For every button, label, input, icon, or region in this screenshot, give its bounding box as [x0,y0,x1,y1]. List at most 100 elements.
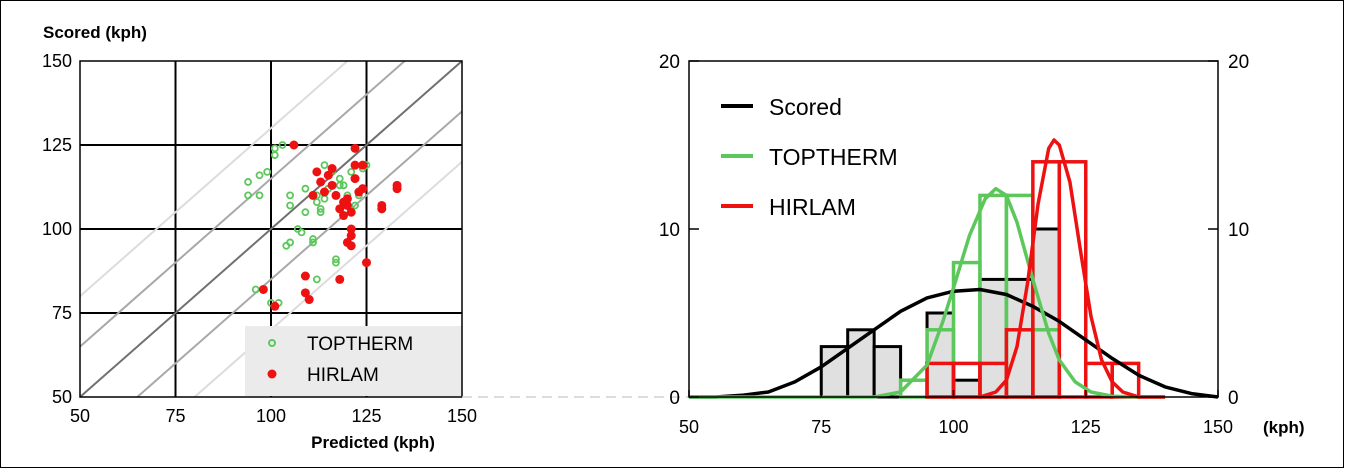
histogram-bars [819,160,1141,399]
point-hirlam-8 [316,177,326,187]
point-toptherm-20 [309,235,317,243]
histogram-tick-labels: 50 75 100 125 150 0 10 20 0 10 20 [659,52,1249,437]
scatter-y-axis-label: Scored (kph) [43,23,147,42]
scatter-x-tick-100: 100 [256,406,286,426]
scatter-tick-labels: 50 75 100 125 150 50 75 100 125 150 [42,51,477,426]
histogram-y2-tick-0: 0 [1228,388,1239,409]
histogram-y2-tick-20: 20 [1228,52,1249,73]
scatter-x-tick-75: 75 [165,406,185,426]
point-hirlam-13 [331,190,341,200]
point-hirlam-22 [346,207,356,217]
point-hirlam-19 [346,241,356,251]
point-hirlam-28 [358,160,368,170]
point-toptherm-36 [351,201,359,210]
bar-scored-100 [952,378,982,399]
scatter-legend-toptherm: TOPTHERM [307,334,413,355]
scatter-reference-line-minus15 [136,110,463,398]
point-hirlam-9 [319,187,329,197]
scatter-legend-box [245,326,462,396]
point-hirlam-0 [258,284,268,294]
curve-hirlam [979,138,1166,399]
histogram-curves [689,138,1219,399]
point-toptherm-13 [286,201,295,210]
histogram-legend-hirlam: HIRLAM [769,194,856,220]
point-toptherm-17 [301,208,310,217]
scatter-diagonals [79,60,463,398]
scatter-legend: TOPTHERM HIRLAM [245,326,462,396]
point-hirlam-23 [350,143,360,153]
point-toptherm-30 [332,258,340,267]
legend-marker-toptherm [268,339,276,347]
point-hirlam-7 [312,167,322,177]
scatter-y-tick-150: 150 [42,51,72,71]
point-hirlam-17 [342,194,352,204]
bar-toptherm-100 [951,260,982,399]
histogram-x-axis-label: (kph) [1263,418,1305,437]
scatter-panel: TOPTHERM HIRLAM 50 75 100 125 150 50 75 100 125 1… [42,23,477,452]
scatter-x-tick-150: 150 [447,406,477,426]
histogram-y2-tick-10: 10 [1228,220,1249,241]
bar-scored-85 [872,345,903,399]
point-toptherm-6 [270,151,279,159]
point-hirlam-6 [308,190,318,200]
scatter-y-tick-125: 125 [42,135,72,155]
scatter-y-tick-75: 75 [52,303,72,323]
point-hirlam-1 [270,301,280,311]
point-toptherm-0 [244,178,252,186]
point-hirlam-3 [300,271,310,281]
histogram-y-tick-10: 10 [659,220,680,241]
bar-scored-75 [819,345,850,399]
point-toptherm-40 [312,275,321,284]
scatter-x-tick-50: 50 [70,406,90,426]
point-toptherm-33 [339,181,348,190]
histogram-y-tick-0: 0 [669,388,680,409]
histogram-legend: Scored TOPTHERM HIRLAM [721,94,898,220]
point-hirlam-24 [350,174,360,184]
curve-toptherm [689,186,1166,399]
histogram-panel: 50 75 100 125 150 0 10 20 0 10 20 Scored TOPTHERM … [659,52,1305,437]
point-hirlam-25 [350,160,360,170]
point-hirlam-16 [342,200,352,210]
histogram-y-tick-20: 20 [659,52,680,73]
point-hirlam-11 [327,180,337,190]
point-hirlam-33 [392,184,402,194]
point-toptherm-32 [335,174,344,183]
point-toptherm-25 [320,194,329,203]
point-toptherm-14 [286,191,295,200]
point-toptherm-2 [255,171,264,180]
point-hirlam-10 [323,170,333,180]
point-toptherm-42 [251,285,260,294]
point-toptherm-3 [255,191,264,200]
point-hirlam-35 [335,204,345,214]
scatter-reference-line-plus0 [79,60,463,398]
point-toptherm-23 [316,208,325,217]
point-hirlam-27 [358,184,368,194]
point-toptherm-29 [332,255,340,264]
point-hirlam-21 [346,224,356,234]
point-toptherm-1 [244,191,252,200]
point-toptherm-35 [347,167,356,176]
scatter-reference-line-plus15 [79,60,406,348]
histogram-x-tick-75: 75 [811,417,831,437]
point-toptherm-18 [301,184,310,193]
histogram-x-tick-125: 125 [1071,417,1101,437]
scatter-plot-border [79,60,463,398]
point-toptherm-12 [286,238,295,247]
legend-marker-hirlam [267,369,277,379]
point-hirlam-14 [335,274,345,284]
point-hirlam-31 [377,200,387,210]
point-toptherm-26 [320,161,329,170]
point-toptherm-41 [312,198,321,207]
point-hirlam-12 [327,164,337,174]
point-toptherm-7 [278,141,287,149]
scatter-reference-line-minus30 [193,161,463,398]
point-toptherm-16 [297,228,306,237]
scatter-legend-hirlam: HIRLAM [307,365,379,386]
scatter-points [244,140,402,311]
point-toptherm-24 [316,204,325,213]
point-hirlam-29 [362,258,371,268]
histogram-x-tick-50: 50 [679,417,699,437]
scatter-y-tick-50: 50 [52,387,72,407]
